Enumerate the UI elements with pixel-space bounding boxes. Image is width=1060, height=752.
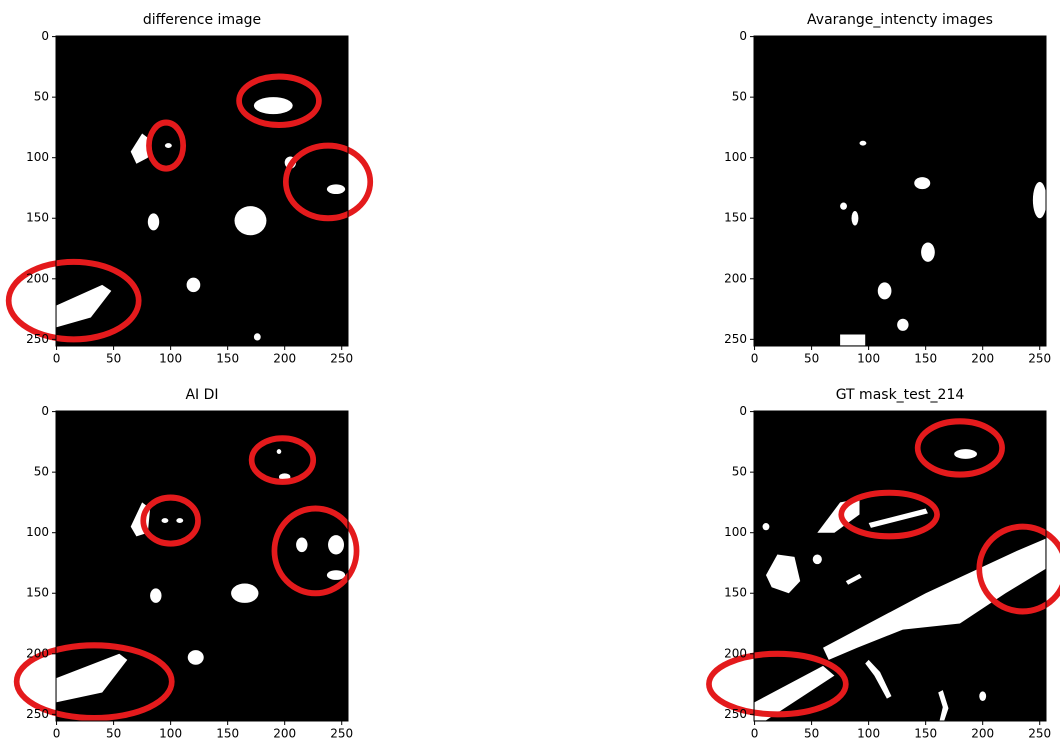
panel-title: Avarange_intencty images [807,12,993,28]
x-tick-label: 250 [1028,352,1051,366]
x-tick-label: 200 [273,352,296,366]
x-tick-label: 50 [106,727,121,741]
x-tick-label: 100 [857,352,880,366]
x-tick-label: 150 [216,352,239,366]
y-tick-label: 50 [732,90,747,104]
x-tick-label: 100 [857,727,880,741]
y-tick-label: 150 [724,586,747,600]
y-tick-label: 200 [724,646,747,660]
panel: GT mask_test_214 0 50 100 150 200 250 0 50 100 150… [709,387,1060,741]
panel: Avarange_intencty images 0 50 100 150 200 250 0… [724,12,1051,366]
figure: difference image 0 50 100 150 200 250 0 50 100 150… [0,0,1060,752]
x-tick-label: 250 [330,727,353,741]
y-tick-label: 100 [724,150,747,164]
y-tick-label: 200 [26,646,49,660]
x-tick-label: 150 [914,727,937,741]
x-tick-label: 100 [159,727,182,741]
x-tick-label: 250 [1028,727,1051,741]
x-tick-label: 0 [751,727,759,741]
x-tick-label: 50 [804,352,819,366]
x-tick-label: 200 [273,727,296,741]
y-tick-label: 250 [724,707,747,721]
panel-title: AI DI [185,387,218,403]
y-tick-label: 150 [724,211,747,225]
y-tick-label: 100 [724,525,747,539]
x-tick-label: 150 [914,352,937,366]
x-tick-label: 150 [216,727,239,741]
y-tick-label: 0 [41,29,49,43]
panel: AI DI 0 50 100 150 200 250 0 50 100 150 200 250 [17,387,357,741]
panel-title: GT mask_test_214 [836,387,965,403]
y-tick-label: 0 [739,29,747,43]
y-tick-label: 0 [739,404,747,418]
y-tick-label: 50 [732,465,747,479]
x-tick-label: 200 [971,727,994,741]
x-tick-label: 250 [330,352,353,366]
image [754,36,1046,346]
panel-title: difference image [143,12,261,28]
y-tick-label: 200 [724,271,747,285]
y-tick-label: 250 [26,707,49,721]
x-tick-label: 100 [159,352,182,366]
x-tick-label: 0 [53,352,61,366]
y-tick-label: 50 [34,465,49,479]
x-tick-label: 0 [53,727,61,741]
x-tick-label: 0 [751,352,759,366]
y-tick-label: 0 [41,404,49,418]
y-tick-label: 100 [26,525,49,539]
x-tick-label: 200 [971,352,994,366]
x-tick-label: 50 [804,727,819,741]
y-tick-label: 250 [724,332,747,346]
y-tick-label: 100 [26,150,49,164]
y-tick-label: 150 [26,211,49,225]
x-tick-label: 50 [106,352,121,366]
panel: difference image 0 50 100 150 200 250 0 50 100 150… [9,12,371,366]
y-tick-label: 250 [26,332,49,346]
y-tick-label: 150 [26,586,49,600]
y-tick-label: 200 [26,271,49,285]
y-tick-label: 50 [34,90,49,104]
